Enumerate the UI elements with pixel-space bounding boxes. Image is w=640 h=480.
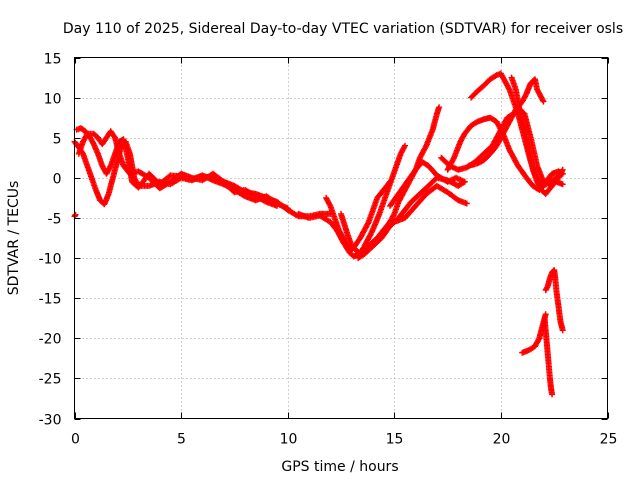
y-tick-label: -30 [39, 413, 62, 429]
x-tick-labels: 0 5 10 15 20 25 [71, 432, 617, 448]
series-arc-4 [75, 128, 280, 209]
data-point [436, 104, 443, 111]
series-arc-15 [508, 74, 566, 197]
data-point [387, 178, 393, 185]
x-tick-label: 20 [493, 432, 511, 448]
series-arc-6 [323, 178, 393, 253]
x-tick-label: 0 [71, 432, 80, 448]
y-tick-labels: 15 10 5 0 -5 -10 -15 -20 -25 -30 [39, 52, 62, 429]
y-tick-label: -10 [39, 252, 62, 268]
data-point [274, 202, 280, 209]
data-point [386, 180, 393, 186]
axis-ticks [74, 57, 609, 420]
series-arc-10 [387, 158, 468, 209]
data-point [463, 200, 470, 207]
series-arc-9 [391, 182, 470, 225]
y-tick-label: 15 [44, 52, 62, 68]
series-arc-13 [465, 76, 547, 169]
x-axis-label: GPS time / hours [281, 459, 398, 475]
x-tick-label: 15 [386, 432, 404, 448]
data-point [559, 181, 566, 188]
y-tick-label: 5 [53, 132, 62, 148]
data-point [559, 166, 566, 173]
plot-frame [74, 57, 608, 419]
data-point [402, 142, 408, 149]
data-point [461, 178, 468, 185]
y-tick-label: -5 [48, 212, 62, 228]
y-tick-label: -20 [39, 332, 62, 348]
data-point [284, 205, 291, 212]
chart-title: Day 110 of 2025, Sidereal Day-to-day VTE… [63, 21, 623, 37]
x-tick-label: 10 [280, 432, 298, 448]
y-axis-label: SDTVAR / TECUs [6, 181, 22, 296]
data-point [72, 211, 79, 218]
data-point [542, 311, 549, 318]
x-tick-label: 5 [177, 432, 186, 448]
series-arc-17 [542, 267, 566, 334]
data-series [71, 70, 566, 398]
data-point [559, 327, 566, 334]
data-point [549, 391, 556, 398]
y-tick-label: -25 [39, 372, 62, 388]
y-tick-label: -15 [39, 292, 62, 308]
data-point [540, 98, 547, 105]
y-tick-label: 0 [53, 172, 62, 188]
x-tick-label: 25 [600, 432, 618, 448]
y-tick-label: 10 [44, 92, 62, 108]
series-arc-18 [541, 315, 556, 398]
